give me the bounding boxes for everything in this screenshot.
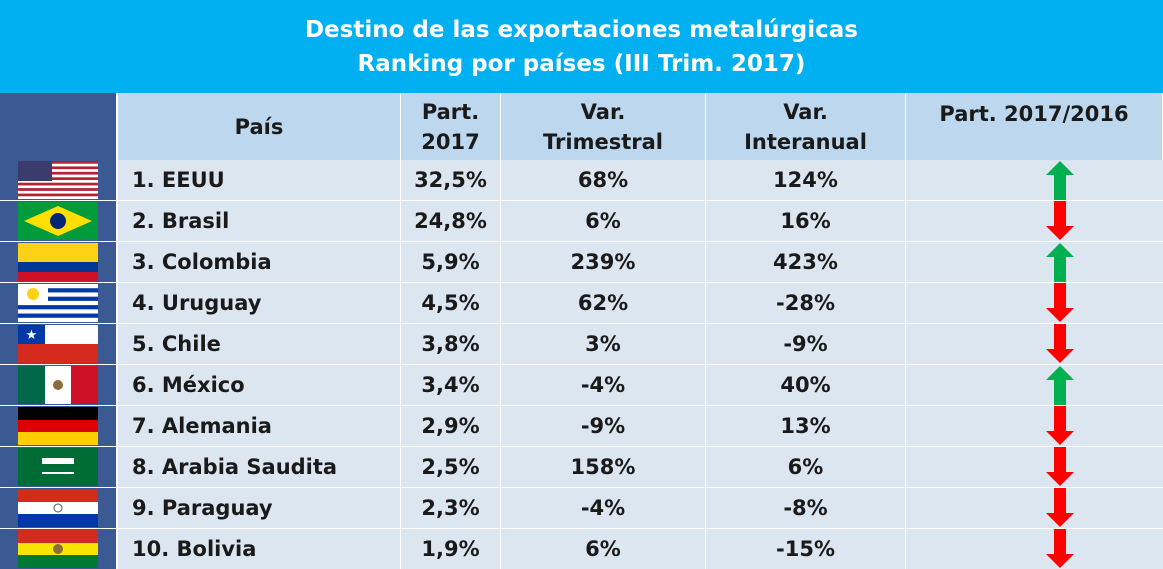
country-name: 2. Brasil [118, 201, 401, 242]
flag [18, 530, 98, 568]
country-name: 5. Chile [118, 324, 401, 365]
value-cell: 3,8% [401, 324, 501, 365]
flag [18, 448, 98, 486]
country-name: 8. Arabia Saudita [118, 447, 401, 488]
trend-cell [906, 365, 1163, 406]
trend-arrow [1045, 201, 1074, 240]
value-cell: 32,5% [401, 160, 501, 201]
value-cell: -8% [706, 488, 906, 529]
flag [18, 202, 98, 240]
value-cell: 68% [501, 160, 706, 201]
trend-arrow [1045, 161, 1074, 200]
trend-arrow [1045, 488, 1074, 527]
country-name: 4. Uruguay [118, 283, 401, 324]
subtitle: Ranking por países (III Trim. 2017) [357, 51, 806, 77]
value-cell: 2,9% [401, 406, 501, 447]
trend-cell [906, 201, 1163, 242]
value-cell: -4% [501, 365, 706, 406]
value-cell: 2,3% [401, 488, 501, 529]
value-cell: 6% [706, 447, 906, 488]
trend-cell [906, 324, 1163, 365]
trend-cell [906, 283, 1163, 324]
column-header: Var. Trimestral [501, 93, 706, 160]
trend-cell [906, 406, 1163, 447]
trend-arrow [1045, 529, 1074, 568]
value-cell: 423% [706, 242, 906, 283]
flag-cell [0, 529, 118, 569]
value-cell: 16% [706, 201, 906, 242]
trend-cell [906, 488, 1163, 529]
flag: ★ [18, 325, 98, 363]
value-cell: 6% [501, 529, 706, 569]
trend-cell [906, 242, 1163, 283]
value-cell: 124% [706, 160, 906, 201]
flag [18, 284, 98, 322]
value-cell: 1,9% [401, 529, 501, 569]
trend-arrow [1045, 243, 1074, 282]
value-cell: -4% [501, 488, 706, 529]
value-cell: 2,5% [401, 447, 501, 488]
value-cell: 6% [501, 201, 706, 242]
trend-arrow [1045, 366, 1074, 405]
flag-cell [0, 365, 118, 406]
value-cell: -9% [501, 406, 706, 447]
value-cell: 40% [706, 365, 906, 406]
title: Destino de las exportaciones metalúrgica… [304, 17, 859, 43]
flag-cell: ★ [0, 324, 118, 365]
flag-cell [0, 447, 118, 488]
value-cell: 62% [501, 283, 706, 324]
value-cell: -15% [706, 529, 906, 569]
value-cell: 4,5% [401, 283, 501, 324]
trend-arrow [1045, 406, 1074, 445]
trend-cell [906, 529, 1163, 569]
flag-cell [0, 160, 118, 201]
trend-arrow [1045, 283, 1074, 322]
column-header: Part. 2017 [401, 93, 501, 160]
value-cell: 3% [501, 324, 706, 365]
country-name: 3. Colombia [118, 242, 401, 283]
svg-text:★: ★ [26, 328, 38, 343]
flag [18, 407, 98, 445]
value-cell: 24,8% [401, 201, 501, 242]
country-name: 6. México [118, 365, 401, 406]
flag [18, 489, 98, 527]
trend-arrow [1045, 324, 1074, 363]
flag [18, 366, 98, 404]
flag-cell [0, 242, 118, 283]
value-cell: 13% [706, 406, 906, 447]
value-cell: 3,4% [401, 365, 501, 406]
column-header: Var. Interanual [706, 93, 906, 160]
flag-cell [0, 488, 118, 529]
value-cell: 5,9% [401, 242, 501, 283]
flag-cell [0, 406, 118, 447]
flag-cell [0, 283, 118, 324]
value-cell: 239% [501, 242, 706, 283]
value-cell: -28% [706, 283, 906, 324]
country-name: 10. Bolivia [118, 529, 401, 569]
column-header: Part. 2017/2016 [906, 93, 1163, 160]
flag [18, 243, 98, 281]
country-name: 7. Alemania [118, 406, 401, 447]
flag-cell [0, 201, 118, 242]
title-band: Destino de las exportaciones metalúrgica… [0, 0, 1163, 93]
column-header: País [118, 93, 401, 160]
header-flag-cell [0, 93, 118, 160]
country-name: 1. EEUU [118, 160, 401, 201]
trend-arrow [1045, 447, 1074, 486]
trend-cell [906, 160, 1163, 201]
flag [18, 161, 98, 199]
value-cell: -9% [706, 324, 906, 365]
country-name: 9. Paraguay [118, 488, 401, 529]
trend-cell [906, 447, 1163, 488]
value-cell: 158% [501, 447, 706, 488]
